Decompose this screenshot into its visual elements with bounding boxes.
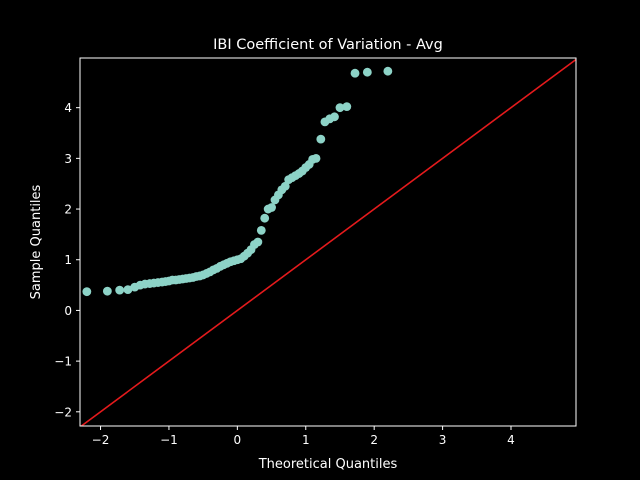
y-tick-label: −2 <box>54 405 72 419</box>
x-tick-label: 2 <box>370 433 378 447</box>
data-point <box>253 237 263 247</box>
y-tick-label: −1 <box>54 355 72 369</box>
data-point <box>335 103 345 113</box>
data-point <box>342 102 352 112</box>
y-tick-label: 0 <box>64 304 72 318</box>
data-point <box>267 203 276 212</box>
data-point <box>311 153 321 163</box>
data-point <box>280 181 290 191</box>
data-point <box>82 287 92 297</box>
data-point <box>102 286 112 296</box>
x-tick-label: −2 <box>92 433 110 447</box>
x-tick-label: 3 <box>439 433 447 447</box>
plot-frame <box>79 57 577 427</box>
x-tick-label: −1 <box>160 433 178 447</box>
y-tick-label: 2 <box>64 203 72 217</box>
data-point <box>316 134 326 144</box>
data-point <box>362 67 372 77</box>
x-axis-label: Theoretical Quantiles <box>258 457 398 472</box>
data-point <box>260 213 270 223</box>
data-point <box>330 112 339 122</box>
y-tick-label: 4 <box>64 101 72 115</box>
data-point <box>383 66 393 76</box>
x-tick-label: 4 <box>507 433 515 447</box>
axes-layer <box>79 57 577 427</box>
marks-layer <box>80 58 576 426</box>
data-point <box>123 285 133 295</box>
y-tick-label: 3 <box>64 152 72 166</box>
y-axis-label: Sample Quantiles <box>29 184 44 299</box>
x-tick-label: 0 <box>234 433 242 447</box>
reference-line <box>80 58 576 426</box>
y-tick-label: 1 <box>64 253 72 267</box>
ticks-layer: −2 −1 0 1 2 3 4 −2 −1 0 1 2 3 4 <box>54 101 515 447</box>
data-point <box>350 68 360 78</box>
chart-title: IBI Coefficient of Variation - Avg <box>213 37 443 53</box>
x-tick-label: 1 <box>302 433 310 447</box>
plot-area <box>80 58 576 426</box>
data-point <box>115 285 125 295</box>
data-point <box>256 225 266 235</box>
